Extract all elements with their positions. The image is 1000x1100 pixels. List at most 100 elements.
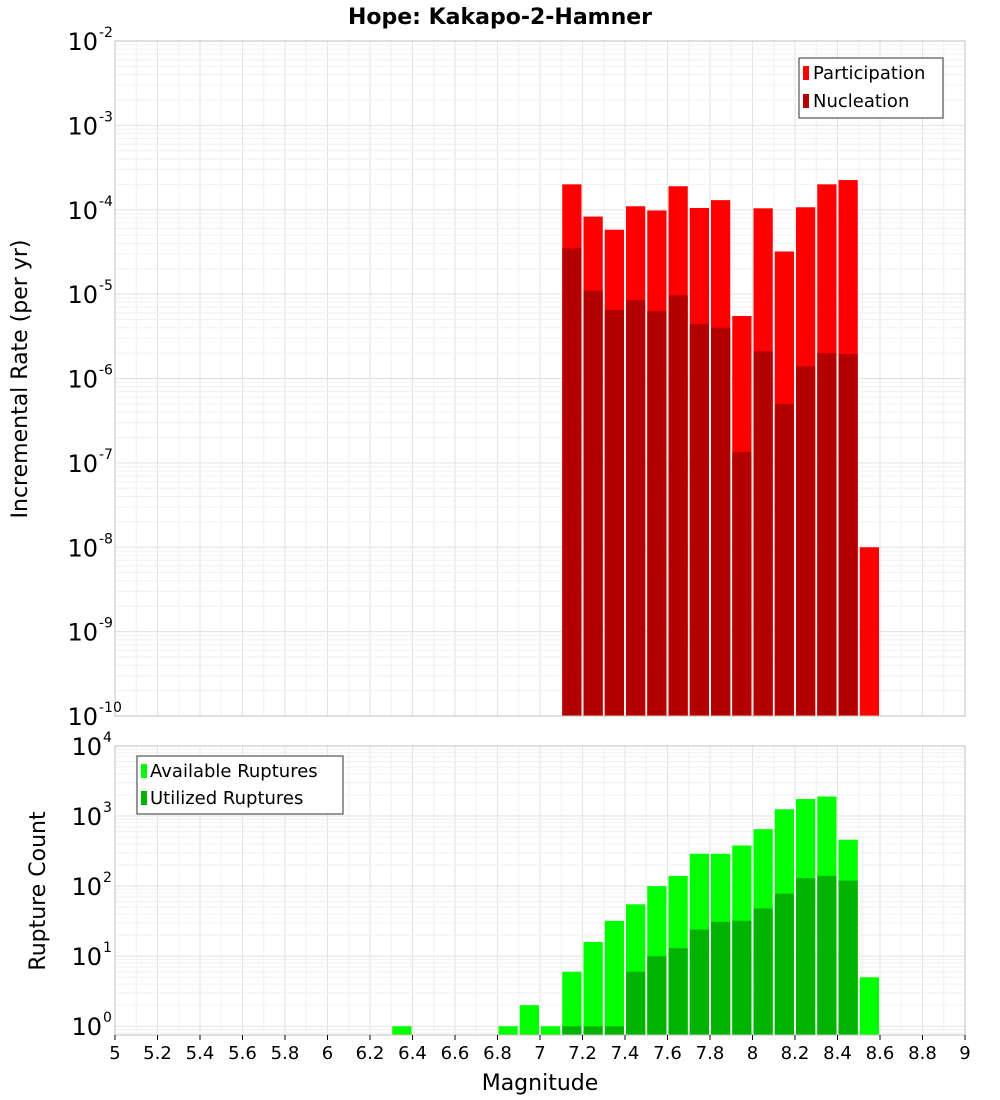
y-tick-label: 10 bbox=[71, 873, 102, 901]
x-tick-label: 6.2 bbox=[356, 1043, 385, 1064]
y-tick-exponent: -6 bbox=[99, 363, 113, 379]
rate-y-axis-label: Incremental Rate (per yr) bbox=[8, 240, 33, 519]
available-ruptures-bar bbox=[604, 920, 624, 1035]
utilized-ruptures-bar bbox=[668, 948, 688, 1035]
x-tick-label: 8.2 bbox=[781, 1043, 810, 1064]
y-tick-label: 10 bbox=[71, 1013, 102, 1041]
nucleation-bar bbox=[583, 290, 603, 716]
y-tick-label: 10 bbox=[67, 112, 98, 140]
utilized-ruptures-bar bbox=[732, 920, 752, 1035]
y-tick-exponent: 2 bbox=[103, 870, 112, 886]
participation-legend-swatch bbox=[803, 66, 809, 80]
available-ruptures-bar bbox=[498, 1026, 518, 1035]
y-tick-exponent: -3 bbox=[99, 109, 113, 125]
y-tick-exponent: -10 bbox=[99, 700, 122, 716]
x-tick-label: 6.4 bbox=[398, 1043, 427, 1064]
x-tick-label: 6.6 bbox=[441, 1043, 470, 1064]
y-tick-exponent: 3 bbox=[103, 800, 112, 816]
x-tick-label: 7.6 bbox=[653, 1043, 682, 1064]
y-tick-label: 10 bbox=[71, 733, 102, 761]
nucleation-bar bbox=[711, 327, 731, 716]
x-tick-label: 8 bbox=[747, 1043, 758, 1064]
nucleation-bar bbox=[668, 295, 688, 716]
rate-grid bbox=[114, 40, 966, 717]
y-tick-label: 10 bbox=[67, 197, 98, 225]
y-tick-exponent: -5 bbox=[99, 278, 113, 294]
count-legend-box bbox=[136, 755, 344, 815]
x-tick-label: 7 bbox=[534, 1043, 545, 1064]
participation-bar bbox=[859, 547, 879, 716]
count-x-ticks: 5 5.2 5.4 5.6 5.8 6 6.2 6.4 6.6 6.8 7 7.2 7.4 7.6 7.8 8… bbox=[109, 1035, 971, 1064]
available-ruptures-bar bbox=[541, 1026, 561, 1035]
utilized-ruptures-bar bbox=[817, 875, 837, 1035]
x-tick-label: 8.6 bbox=[866, 1043, 895, 1064]
utilized-ruptures-bar bbox=[838, 880, 858, 1035]
available-ruptures-bar bbox=[562, 971, 582, 1035]
y-tick-exponent: -4 bbox=[99, 194, 113, 210]
x-tick-label: 8.4 bbox=[823, 1043, 852, 1064]
x-tick-label: 6.8 bbox=[483, 1043, 512, 1064]
x-tick-label: 9 bbox=[959, 1043, 970, 1064]
count-bars bbox=[392, 796, 879, 1035]
x-tick-label: 5.6 bbox=[228, 1043, 257, 1064]
y-tick-label: 10 bbox=[67, 28, 98, 56]
available-legend-swatch bbox=[141, 764, 147, 778]
nucleation-bar bbox=[753, 351, 773, 716]
y-tick-label: 10 bbox=[67, 366, 98, 394]
nucleation-bar bbox=[647, 311, 667, 716]
utilized-legend-label: Utilized Ruptures bbox=[150, 788, 303, 809]
utilized-ruptures-bar bbox=[583, 1026, 603, 1035]
nucleation-bar bbox=[604, 309, 624, 716]
nucleation-bar bbox=[838, 354, 858, 716]
utilized-ruptures-bar bbox=[753, 908, 773, 1035]
rate-legend-box bbox=[798, 57, 944, 119]
nucleation-bar bbox=[626, 300, 646, 716]
utilized-ruptures-bar bbox=[689, 929, 709, 1035]
x-tick-label: 5.4 bbox=[186, 1043, 215, 1064]
utilized-ruptures-bar bbox=[774, 893, 794, 1035]
y-tick-exponent: -8 bbox=[99, 531, 113, 547]
y-tick-exponent: 4 bbox=[103, 730, 112, 746]
y-tick-exponent: -9 bbox=[99, 616, 113, 632]
nucleation-bar bbox=[774, 403, 794, 716]
utilized-ruptures-bar bbox=[711, 921, 731, 1035]
y-tick-exponent: 0 bbox=[103, 1010, 112, 1026]
x-tick-label: 5.8 bbox=[271, 1043, 300, 1064]
x-tick-label: 5 bbox=[109, 1043, 120, 1064]
y-tick-label: 10 bbox=[67, 619, 98, 647]
utilized-ruptures-bar bbox=[562, 1026, 582, 1035]
rate-bars bbox=[562, 180, 879, 717]
chart-title: Hope: Kakapo-2-Hamner bbox=[348, 5, 652, 30]
nucleation-bar bbox=[732, 451, 752, 716]
nucleation-legend-label: Nucleation bbox=[813, 91, 909, 112]
rate-legend: Participation Nucleation bbox=[798, 57, 944, 119]
y-tick-exponent: -7 bbox=[99, 447, 113, 463]
y-tick-label: 10 bbox=[67, 450, 98, 478]
count-legend: Available Ruptures Utilized Ruptures bbox=[136, 755, 344, 815]
available-ruptures-bar bbox=[583, 941, 603, 1035]
y-tick-label: 10 bbox=[67, 534, 98, 562]
x-tick-label: 7.4 bbox=[611, 1043, 640, 1064]
participation-legend-label: Participation bbox=[813, 63, 925, 84]
y-tick-exponent: 1 bbox=[103, 940, 112, 956]
nucleation-bar bbox=[562, 248, 582, 717]
available-legend-label: Available Ruptures bbox=[150, 761, 318, 782]
nucleation-legend-swatch bbox=[803, 94, 809, 108]
y-tick-label: 10 bbox=[71, 803, 102, 831]
x-tick-label: 7.2 bbox=[568, 1043, 597, 1064]
utilized-ruptures-bar bbox=[626, 971, 646, 1035]
available-ruptures-bar bbox=[859, 977, 879, 1035]
utilized-ruptures-bar bbox=[604, 1026, 624, 1035]
utilized-ruptures-bar bbox=[647, 956, 667, 1035]
x-tick-label: 5.2 bbox=[143, 1043, 172, 1064]
y-tick-label: 10 bbox=[71, 943, 102, 971]
nucleation-bar bbox=[689, 324, 709, 716]
x-tick-label: 6 bbox=[322, 1043, 333, 1064]
available-ruptures-bar bbox=[392, 1026, 412, 1035]
count-y-axis-label: Rupture Count bbox=[26, 811, 51, 971]
